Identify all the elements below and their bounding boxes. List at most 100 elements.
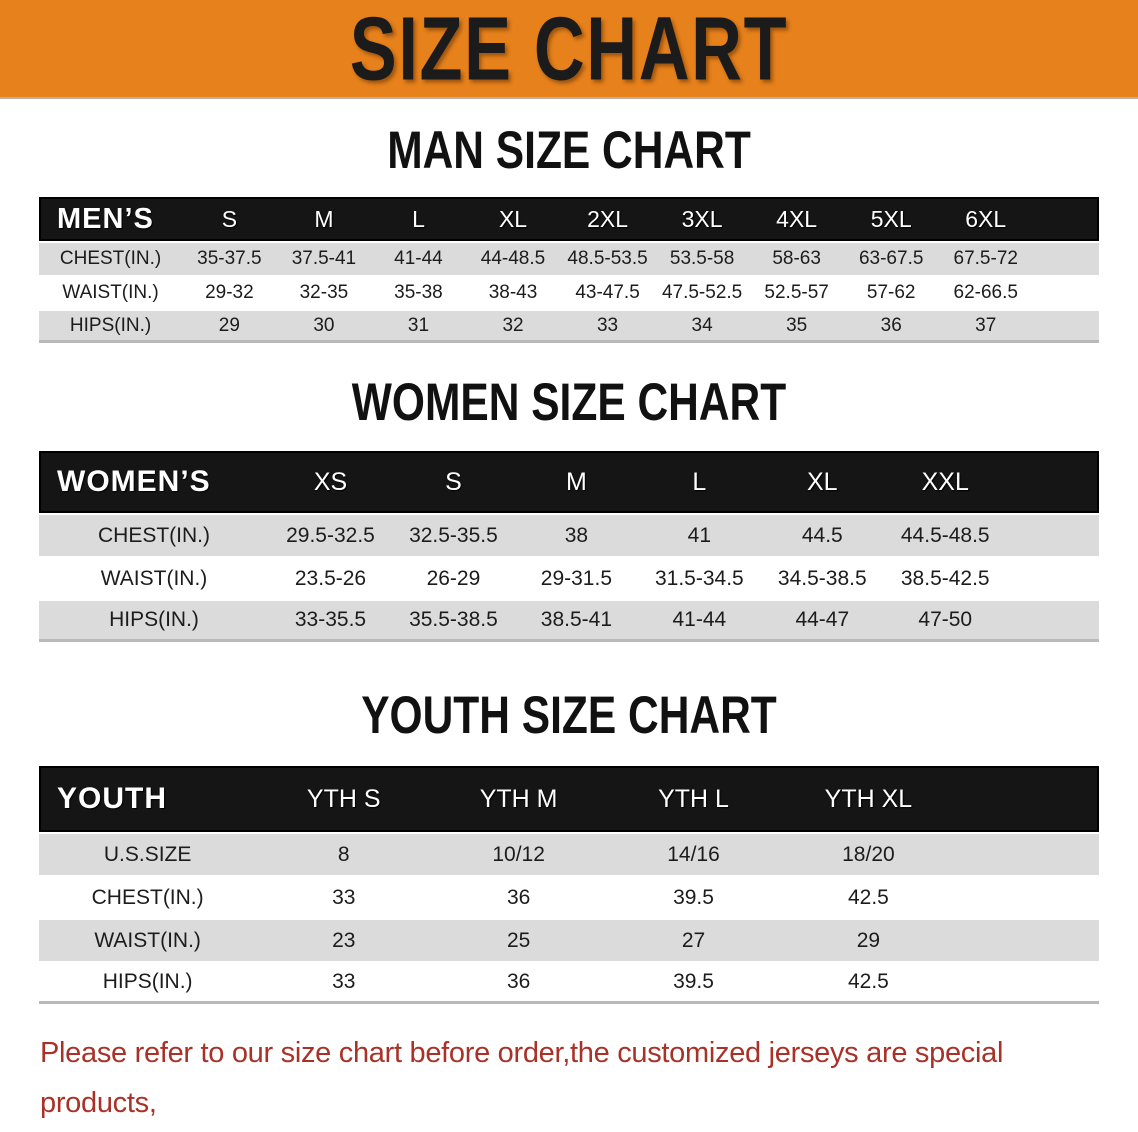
spacer-cell <box>1033 275 1099 309</box>
disclaimer-text: Please refer to our size chart before or… <box>40 1028 1108 1132</box>
youth-measure-row: CHEST(IN.) 33 36 39.5 42.5 <box>39 875 1099 918</box>
page-title: SIZE CHART <box>349 0 789 99</box>
women-measure-row: HIPS(IN.) 33-35.5 35.5-38.5 38.5-41 41-44 44-… <box>39 599 1099 642</box>
measure-value: 37.5-41 <box>276 241 372 275</box>
measure-value: 44.5-48.5 <box>883 513 1007 556</box>
measure-row-label: CHEST(IN.) <box>39 241 183 275</box>
measure-row-label: HIPS(IN.) <box>39 599 270 642</box>
size-column-header: M <box>276 197 372 241</box>
size-column-header: 5XL <box>843 197 939 241</box>
men-size-section: MAN SIZE CHART MEN’S S M L XL 2XL 3XL 4XL 5XL 6XL… <box>0 124 1138 343</box>
measure-value: 29 <box>780 918 956 961</box>
disclaimer-line-1: Please refer to our size chart before or… <box>40 1037 1004 1119</box>
women-size-table: WOMEN’S XS S M L XL XXL CHEST(IN.) 29.5-32.5 32.5… <box>39 451 1099 642</box>
size-column-header: S <box>391 451 515 513</box>
measure-value: 47-50 <box>883 599 1007 642</box>
youth-measure-row: HIPS(IN.) 33 36 39.5 42.5 <box>39 961 1099 1004</box>
measure-value: 52.5-57 <box>749 275 844 309</box>
measure-value: 44-48.5 <box>465 241 561 275</box>
men-measure-row: WAIST(IN.) 29-32 32-35 35-38 38-43 43-47.5 47.… <box>39 275 1099 309</box>
measure-value: 53.5-58 <box>654 241 750 275</box>
measure-value: 57-62 <box>843 275 939 309</box>
size-column-header: 3XL <box>654 197 750 241</box>
measure-value: 43-47.5 <box>560 275 655 309</box>
measure-value: 8 <box>256 832 432 875</box>
women-header-row: WOMEN’S XS S M L XL XXL <box>39 451 1099 513</box>
measure-value: 18/20 <box>780 832 956 875</box>
measure-value: 29 <box>182 309 277 343</box>
spacer-cell <box>1006 513 1099 556</box>
measure-value: 23.5-26 <box>269 556 392 599</box>
measure-value: 41-44 <box>637 599 761 642</box>
spacer-cell <box>1033 309 1099 343</box>
youth-group-label: YOUTH <box>39 766 257 832</box>
spacer-cell <box>955 961 1099 1004</box>
measure-value: 32.5-35.5 <box>391 513 515 556</box>
youth-measure-row: WAIST(IN.) 23 25 27 29 <box>39 918 1099 961</box>
measure-value: 34.5-38.5 <box>760 556 884 599</box>
size-column-header: YTH XL <box>780 766 956 832</box>
measure-value: 38 <box>514 513 638 556</box>
measure-value: 35 <box>749 309 844 343</box>
spacer-cell <box>955 875 1099 918</box>
measure-value: 35.5-38.5 <box>391 599 515 642</box>
spacer-cell <box>955 766 1099 832</box>
measure-value: 67.5-72 <box>938 241 1034 275</box>
spacer-cell <box>1006 556 1099 599</box>
measure-value: 33 <box>256 875 432 918</box>
measure-value: 23 <box>256 918 432 961</box>
size-column-header: 6XL <box>938 197 1034 241</box>
measure-value: 62-66.5 <box>938 275 1034 309</box>
measure-value: 29-31.5 <box>514 556 638 599</box>
measure-value: 33 <box>560 309 655 343</box>
measure-value: 36 <box>431 875 607 918</box>
measure-value: 38-43 <box>465 275 561 309</box>
measure-value: 36 <box>843 309 939 343</box>
women-size-section: WOMEN SIZE CHART WOMEN’S XS S M L XL XXL CHEST(… <box>0 372 1138 642</box>
size-column-header: XXL <box>883 451 1007 513</box>
measure-value: 35-37.5 <box>182 241 277 275</box>
size-column-header: M <box>514 451 638 513</box>
men-group-label: MEN’S <box>39 197 183 241</box>
women-chart-heading: WOMEN SIZE CHART <box>351 372 787 432</box>
measure-value: 58-63 <box>749 241 844 275</box>
size-column-header: 4XL <box>749 197 844 241</box>
size-column-header: YTH M <box>431 766 607 832</box>
women-measure-row: WAIST(IN.) 23.5-26 26-29 29-31.5 31.5-34.5 34… <box>39 556 1099 599</box>
size-column-header: YTH S <box>256 766 432 832</box>
measure-value: 31 <box>371 309 466 343</box>
youth-measure-row: U.S.SIZE 8 10/12 14/16 18/20 <box>39 832 1099 875</box>
measure-value: 39.5 <box>606 875 781 918</box>
size-column-header: L <box>637 451 761 513</box>
measure-value: 14/16 <box>606 832 781 875</box>
spacer-cell <box>955 832 1099 875</box>
size-column-header: YTH L <box>606 766 781 832</box>
spacer-cell <box>955 918 1099 961</box>
measure-value: 38.5-42.5 <box>883 556 1007 599</box>
measure-value: 29-32 <box>182 275 277 309</box>
measure-value: 30 <box>276 309 372 343</box>
banner: SIZE CHART <box>0 0 1138 99</box>
measure-value: 31.5-34.5 <box>637 556 761 599</box>
measure-value: 39.5 <box>606 961 781 1004</box>
measure-value: 35-38 <box>371 275 466 309</box>
measure-row-label: HIPS(IN.) <box>39 961 257 1004</box>
measure-value: 34 <box>654 309 750 343</box>
measure-value: 42.5 <box>780 875 956 918</box>
youth-header-row: YOUTH YTH S YTH M YTH L YTH XL <box>39 766 1099 832</box>
measure-row-label: WAIST(IN.) <box>39 918 257 961</box>
measure-value: 36 <box>431 961 607 1004</box>
measure-row-label: CHEST(IN.) <box>39 513 270 556</box>
youth-chart-heading: YOUTH SIZE CHART <box>361 685 777 745</box>
measure-value: 44-47 <box>760 599 884 642</box>
measure-value: 27 <box>606 918 781 961</box>
spacer-cell <box>1033 197 1099 241</box>
spacer-cell <box>1033 241 1099 275</box>
measure-value: 42.5 <box>780 961 956 1004</box>
men-size-table: MEN’S S M L XL 2XL 3XL 4XL 5XL 6XL CHEST(IN.) 35-37… <box>39 197 1099 343</box>
measure-value: 41 <box>637 513 761 556</box>
size-column-header: XL <box>465 197 561 241</box>
measure-value: 38.5-41 <box>514 599 638 642</box>
women-measure-row: CHEST(IN.) 29.5-32.5 32.5-35.5 38 41 44.5 44.5… <box>39 513 1099 556</box>
